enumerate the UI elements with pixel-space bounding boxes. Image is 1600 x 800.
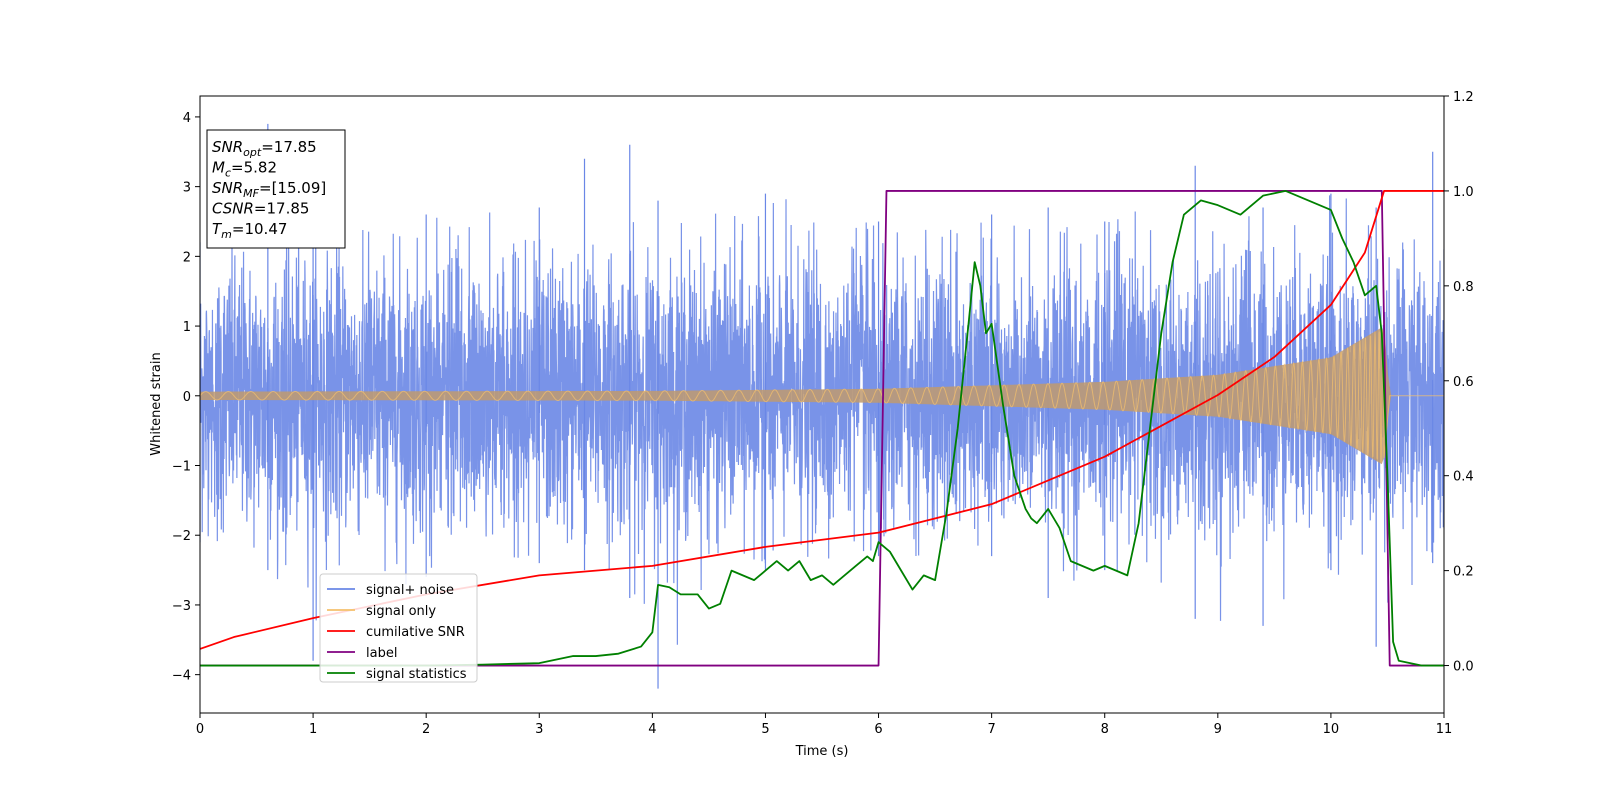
- y2-axis-ticks: 0.0 0.2 0.4 0.6 0.8 1.0 1.2: [1444, 90, 1474, 675]
- signal-statistics-line: [200, 190, 1444, 667]
- y-tick-label: 1: [183, 320, 191, 335]
- annotation-value: =17.85: [261, 138, 317, 156]
- x-axis-label: Time (s): [795, 744, 849, 759]
- y-axis-label: Whitened strain: [149, 352, 164, 455]
- annotation-line: SNRMF=[15.09]: [212, 179, 326, 200]
- x-tick-label: 9: [1214, 722, 1222, 737]
- x-tick-label: 11: [1436, 722, 1453, 737]
- y-tick-label: −1: [172, 460, 191, 475]
- x-tick-label: 10: [1323, 722, 1340, 737]
- y2-tick-label: 0.8: [1453, 280, 1474, 295]
- annotation-subscript: opt: [243, 146, 262, 159]
- legend: signal+ noise signal only cumilative SNR la…: [319, 573, 478, 683]
- signal-only-trace: [200, 327, 1444, 465]
- annotation-subscript: MF: [243, 187, 259, 200]
- annotation-value: =[15.09]: [259, 179, 326, 197]
- y-tick-label: 2: [183, 250, 191, 265]
- x-tick-label: 3: [535, 722, 543, 737]
- x-tick-label: 4: [648, 722, 656, 737]
- annotation-line: SNRopt=17.85: [212, 138, 317, 159]
- annotation-symbol: M: [212, 159, 225, 177]
- x-tick-label: 7: [987, 722, 995, 737]
- legend-label-signal-statistics: signal statistics: [366, 667, 467, 682]
- legend-label-signal-noise: signal+ noise: [366, 583, 454, 598]
- x-tick-label: 0: [196, 722, 204, 737]
- label-line: [200, 190, 1444, 667]
- legend-label-cumilative-snr: cumilative SNR: [366, 625, 465, 640]
- annotation-line: Tm=10.47: [212, 220, 287, 241]
- signal-only-band: [200, 327, 1444, 465]
- y2-tick-label: 0.4: [1453, 470, 1474, 485]
- y-axis-ticks: −4 −3 −2 −1 0 1 2 3 4: [172, 111, 200, 684]
- y-tick-label: 3: [183, 181, 191, 196]
- annotation-symbol: SNR: [212, 138, 243, 156]
- annotation-subscript: c: [225, 167, 231, 180]
- y-tick-label: 0: [183, 390, 191, 405]
- annotation-line: CSNR=17.85: [212, 200, 309, 218]
- x-tick-label: 6: [874, 722, 882, 737]
- legend-label-label: label: [366, 646, 397, 661]
- x-tick-label: 1: [309, 722, 317, 737]
- annotation-value: =17.85: [254, 200, 310, 218]
- signal-only-line: [200, 329, 1444, 463]
- y-tick-label: −3: [172, 599, 191, 614]
- y2-tick-label: 0.0: [1453, 660, 1474, 675]
- x-tick-label: 2: [422, 722, 430, 737]
- annotation-box: SNRopt=17.85Mc=5.82SNRMF=[15.09]CSNR=17.…: [206, 129, 346, 249]
- annotation-symbol: T: [212, 220, 223, 238]
- legend-label-signal-only: signal only: [366, 604, 436, 619]
- annotation-subscript: m: [221, 228, 232, 241]
- y2-tick-label: 1.0: [1453, 185, 1474, 200]
- plot-frame: [199, 95, 1445, 714]
- y2-tick-label: 0.2: [1453, 565, 1474, 580]
- annotation-value: =10.47: [232, 220, 288, 238]
- annotation-symbol: SNR: [212, 179, 243, 197]
- y2-tick-label: 0.6: [1453, 375, 1474, 390]
- y-tick-label: −2: [172, 529, 191, 544]
- y2-tick-label: 1.2: [1453, 90, 1474, 105]
- annotation-line: Mc=5.82: [212, 159, 277, 180]
- annotation-value: =5.82: [231, 159, 277, 177]
- y-tick-label: −4: [172, 669, 191, 684]
- x-axis-ticks: 0 1 2 3 4 5 6 7 8 9 10 11: [196, 713, 1452, 737]
- x-tick-label: 8: [1101, 722, 1109, 737]
- x-tick-label: 5: [761, 722, 769, 737]
- annotation-symbol: CSNR: [212, 200, 254, 218]
- y-tick-label: 4: [183, 111, 191, 126]
